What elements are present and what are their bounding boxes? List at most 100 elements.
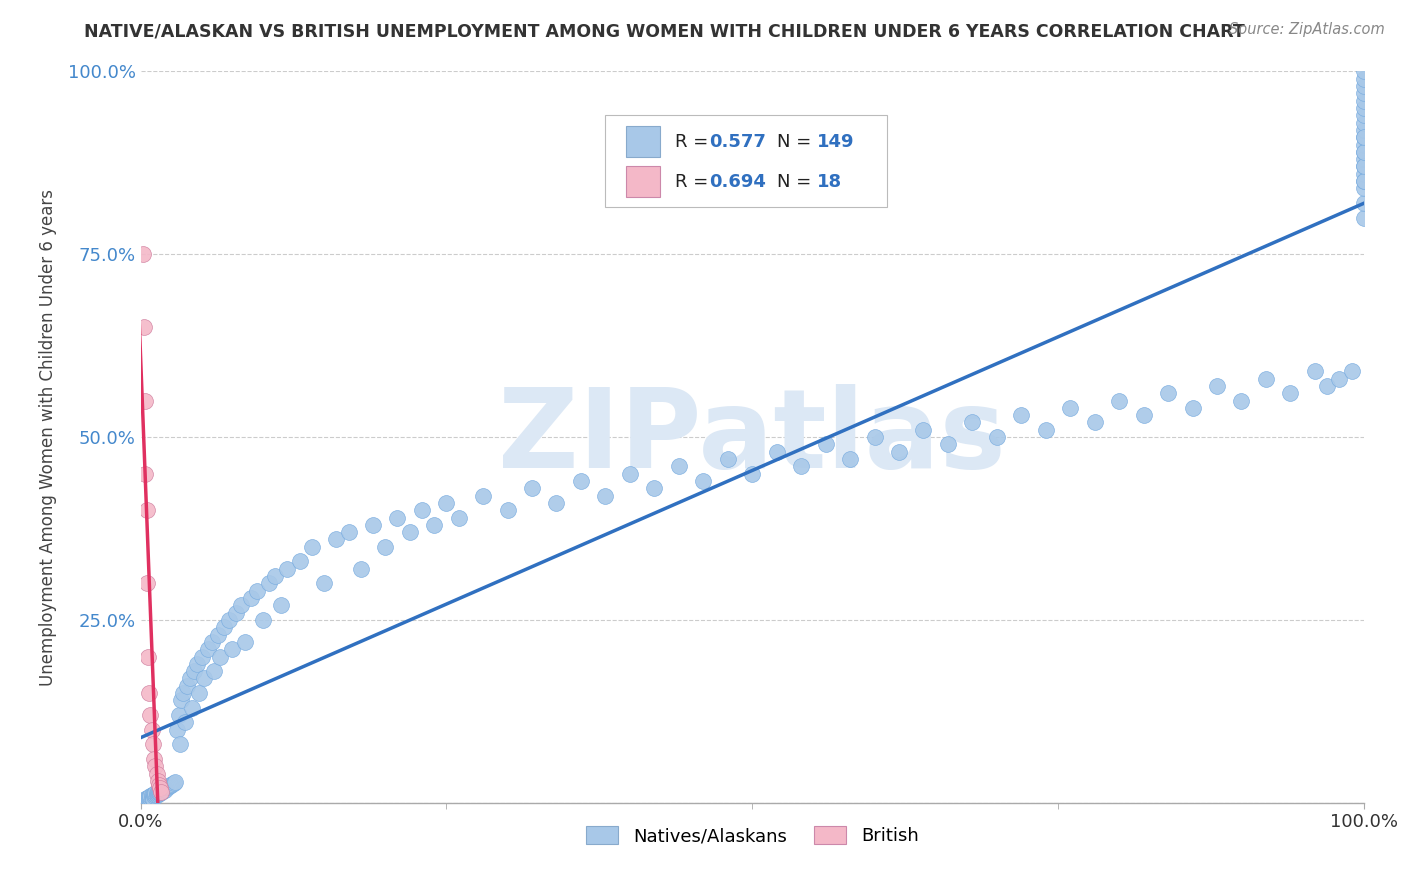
- Point: [986, 430, 1008, 444]
- Point: [1059, 401, 1081, 415]
- Point: [146, 787, 169, 801]
- Point: [312, 576, 335, 591]
- Point: [962, 416, 984, 430]
- Point: [139, 791, 162, 805]
- Point: [135, 576, 157, 591]
- Point: [166, 723, 188, 737]
- Point: [134, 393, 156, 408]
- Point: [150, 785, 173, 799]
- Point: [1353, 130, 1375, 145]
- Point: [197, 642, 219, 657]
- Point: [233, 635, 256, 649]
- Point: [1316, 379, 1339, 393]
- Point: [887, 444, 910, 458]
- Point: [132, 794, 155, 808]
- Point: [1353, 160, 1375, 174]
- Point: [288, 554, 311, 568]
- Point: [1303, 364, 1326, 378]
- Point: [790, 459, 813, 474]
- Point: [1353, 145, 1375, 159]
- Point: [143, 787, 166, 801]
- Point: [135, 791, 157, 805]
- Point: [1353, 87, 1375, 101]
- Bar: [626, 126, 661, 157]
- Point: [569, 474, 592, 488]
- Point: [221, 642, 243, 657]
- Point: [155, 780, 177, 795]
- Point: [1353, 174, 1375, 188]
- Text: Source: ZipAtlas.com: Source: ZipAtlas.com: [1229, 22, 1385, 37]
- Point: [134, 793, 156, 807]
- Point: [225, 606, 247, 620]
- Point: [1353, 94, 1375, 108]
- Point: [172, 686, 194, 700]
- Point: [252, 613, 274, 627]
- Point: [193, 672, 215, 686]
- Point: [1353, 78, 1375, 93]
- Point: [143, 759, 166, 773]
- Point: [188, 686, 211, 700]
- Point: [411, 503, 433, 517]
- Point: [717, 452, 740, 467]
- Point: [148, 778, 170, 792]
- Point: [619, 467, 641, 481]
- Point: [139, 789, 162, 804]
- Point: [239, 591, 262, 605]
- Point: [142, 788, 165, 802]
- Text: R =: R =: [675, 173, 714, 191]
- Point: [138, 686, 160, 700]
- Point: [149, 783, 172, 797]
- Point: [546, 496, 568, 510]
- Point: [912, 423, 935, 437]
- Point: [143, 789, 166, 804]
- Point: [134, 320, 156, 334]
- Point: [387, 510, 409, 524]
- Point: [1329, 371, 1351, 385]
- Point: [741, 467, 763, 481]
- Point: [1181, 401, 1204, 415]
- Point: [1157, 386, 1180, 401]
- Point: [142, 737, 165, 751]
- Point: [139, 708, 162, 723]
- Point: [1230, 393, 1253, 408]
- Point: [157, 779, 180, 793]
- Point: [135, 503, 157, 517]
- Point: [447, 510, 470, 524]
- FancyBboxPatch shape: [606, 115, 887, 207]
- Point: [1353, 167, 1375, 181]
- Point: [1132, 408, 1154, 422]
- Point: [212, 620, 235, 634]
- Point: [162, 776, 184, 790]
- Point: [145, 786, 167, 800]
- Point: [520, 481, 543, 495]
- Point: [162, 777, 184, 791]
- Point: [257, 576, 280, 591]
- Point: [643, 481, 665, 495]
- Point: [270, 599, 292, 613]
- Point: [218, 613, 240, 627]
- Point: [145, 766, 167, 780]
- Point: [472, 489, 495, 503]
- Point: [1353, 71, 1375, 86]
- Point: [595, 489, 617, 503]
- Point: [153, 781, 176, 796]
- Point: [1010, 408, 1032, 422]
- Point: [1353, 181, 1375, 195]
- Point: [179, 672, 201, 686]
- Point: [423, 517, 446, 532]
- Point: [159, 778, 181, 792]
- Point: [1353, 123, 1375, 137]
- Point: [132, 247, 155, 261]
- Point: [183, 664, 205, 678]
- Text: 0.577: 0.577: [710, 133, 766, 151]
- Point: [142, 792, 165, 806]
- Point: [1353, 64, 1375, 78]
- Point: [692, 474, 714, 488]
- Point: [264, 569, 287, 583]
- Point: [325, 533, 347, 547]
- Point: [143, 786, 166, 800]
- Text: 18: 18: [817, 173, 842, 191]
- Point: [668, 459, 690, 474]
- Point: [1353, 130, 1375, 145]
- Point: [361, 517, 384, 532]
